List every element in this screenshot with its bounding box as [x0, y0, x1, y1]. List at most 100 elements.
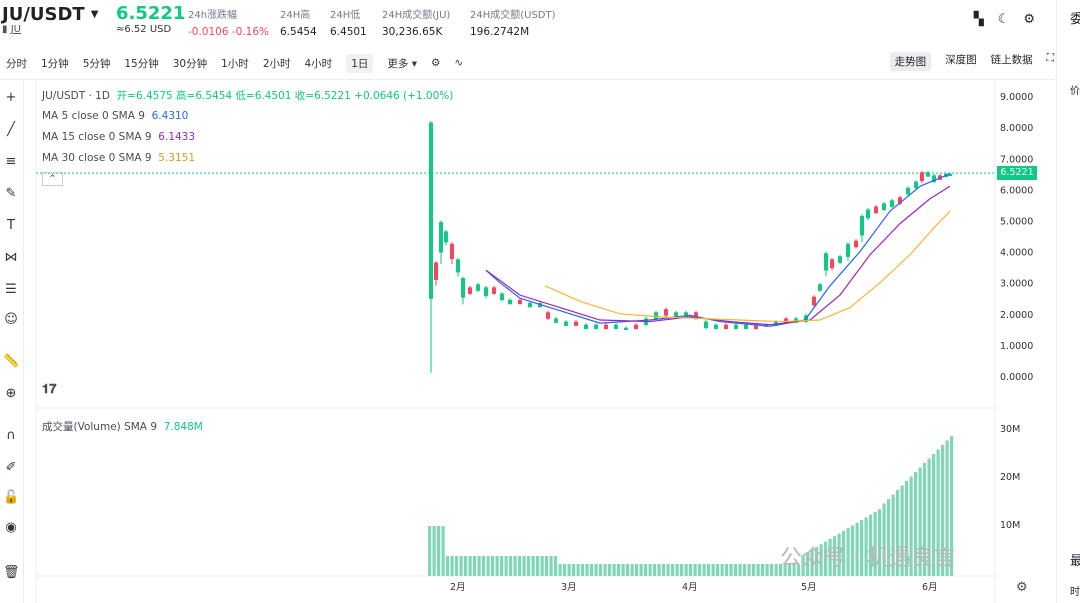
moon-icon[interactable]: ☾ — [997, 12, 1010, 27]
volume-bar — [518, 556, 522, 576]
volume-bar — [842, 530, 846, 576]
interval-5[interactable]: 1小时 — [221, 57, 249, 70]
interval-0[interactable]: 分时 — [6, 57, 27, 70]
interval-6[interactable]: 2小时 — [262, 57, 291, 70]
volume-bar — [455, 556, 459, 576]
fullscreen-icon[interactable]: ⛶ — [1046, 52, 1054, 64]
magnet-icon[interactable]: ∩ — [6, 428, 16, 443]
gear-icon[interactable]: ⚙ — [1023, 12, 1035, 27]
volume-bar — [549, 556, 553, 576]
text-icon[interactable]: T — [7, 218, 15, 233]
candle-body — [830, 259, 834, 269]
trash-icon[interactable]: 🗑 — [3, 565, 20, 580]
interval-more[interactable]: 更多 ▾ — [387, 57, 417, 70]
interval-2[interactable]: 5分钟 — [82, 57, 111, 70]
volume-bar — [873, 511, 877, 576]
candle-body — [444, 231, 448, 243]
drawing-toolbar: + ╱ ≡ ✎ T ⋈ ☰ ☺ 📏 ⊕ ∩ ✐ 🔓 ◉ 🗑 — [0, 80, 24, 603]
volume-bar — [927, 458, 931, 576]
candle-body — [528, 302, 532, 308]
volume-bar — [837, 533, 841, 576]
price-tick: 1.0000 — [1000, 341, 1033, 352]
lock-icon[interactable]: 🔓 — [3, 490, 20, 505]
trendline-icon[interactable]: ╱ — [7, 122, 15, 137]
candle-body — [439, 222, 443, 253]
volume-bar — [639, 564, 643, 576]
month-tick: 4月 — [682, 582, 698, 593]
volume-tick: 10M — [1000, 520, 1020, 531]
gear-icon[interactable]: ⚙ — [1016, 580, 1028, 595]
indicator-icon[interactable]: ∿ — [454, 57, 464, 69]
volume-bar — [437, 526, 441, 576]
volume-bar — [603, 564, 607, 576]
volume-bar — [878, 509, 882, 576]
volume-bar — [846, 528, 850, 576]
volume-bar — [558, 564, 562, 576]
interval-4[interactable]: 30分钟 — [172, 57, 208, 70]
pattern-icon[interactable]: ⋈ — [4, 250, 18, 265]
ma15-legend: MA 15 close 0 SMA 9 6.1433 — [42, 131, 196, 143]
crosshair-icon[interactable]: + — [5, 90, 17, 105]
hlines-icon[interactable]: ≡ — [5, 154, 17, 169]
stat-vol-usdt: 24H成交额(USDT) 196.2742M — [470, 10, 556, 38]
candle-body — [484, 287, 488, 297]
candle-body — [932, 175, 936, 182]
tab-depth[interactable]: 深度图 — [945, 54, 977, 66]
candle-body — [461, 278, 465, 298]
ruler-icon[interactable]: 📏 — [3, 354, 20, 369]
volume-bar — [509, 556, 513, 576]
price-tick: 8.0000 — [1000, 123, 1033, 134]
volume-bar — [468, 556, 472, 576]
price-col-header: 价 — [1070, 86, 1080, 97]
chart-legend: JU/USDT · 1D 开=6.4575 高=6.5454 低=6.4501 … — [42, 90, 454, 102]
interval-8[interactable]: 1日 — [346, 53, 374, 73]
emoji-icon[interactable]: ☺ — [4, 312, 18, 327]
zoom-icon[interactable]: ⊕ — [5, 386, 17, 401]
pair-selector[interactable]: JU/USDT ▼ — [2, 4, 98, 25]
volume-bar — [581, 564, 585, 576]
layout-icon[interactable]: ▚ — [973, 12, 984, 27]
candle-body — [854, 240, 858, 248]
volume-tick: 30M — [1000, 424, 1020, 435]
candle-body — [846, 243, 850, 257]
tab-onchain[interactable]: 链上数据 — [990, 54, 1033, 66]
candle-body — [546, 312, 550, 319]
ma15-line — [485, 185, 951, 326]
volume-bar — [711, 564, 715, 576]
tab-trend[interactable]: 走势图 — [889, 52, 932, 71]
interval-7[interactable]: 4小时 — [304, 57, 333, 70]
candle-body — [914, 181, 918, 189]
price-chart[interactable]: 9.0000 8.0000 7.0000 6.0000 5.0000 4.0000 3.00… — [0, 80, 1056, 603]
candle-body — [594, 324, 598, 330]
candle-body — [744, 324, 748, 330]
candle-body — [654, 312, 658, 319]
volume-bar — [918, 467, 922, 576]
interval-3[interactable]: 15分钟 — [124, 57, 159, 70]
settings-icon[interactable]: ⚙ — [430, 57, 441, 69]
volume-bar — [563, 564, 567, 576]
volume-bar — [810, 549, 814, 576]
eye-icon[interactable]: ◉ — [5, 520, 17, 535]
candle-body — [860, 215, 864, 236]
interval-1[interactable]: 1分钟 — [41, 57, 69, 70]
candle-body — [920, 172, 924, 182]
volume-bar — [657, 564, 661, 576]
lock-draw-icon[interactable]: ✐ — [5, 460, 17, 475]
volume-bar — [923, 463, 927, 576]
orderbook-panel: 委 价 最 时 — [1056, 0, 1080, 603]
volume-bar — [914, 472, 918, 576]
token-label: ▮ JU — [2, 24, 21, 35]
fib-icon[interactable]: ☰ — [5, 282, 17, 297]
volume-bar — [450, 556, 454, 576]
watermark: 公众号 · 机遇良言 — [780, 546, 955, 571]
ma5-line — [485, 173, 951, 327]
volume-bar — [585, 564, 589, 576]
volume-bar — [725, 564, 729, 576]
divider — [0, 79, 1055, 80]
volume-bar — [792, 564, 796, 576]
candle-body — [604, 324, 608, 330]
brush-icon[interactable]: ✎ — [5, 186, 17, 201]
collapse-legend-button[interactable]: ⌃ — [42, 172, 63, 186]
ma30-line — [544, 210, 951, 323]
volume-bar — [536, 556, 540, 576]
